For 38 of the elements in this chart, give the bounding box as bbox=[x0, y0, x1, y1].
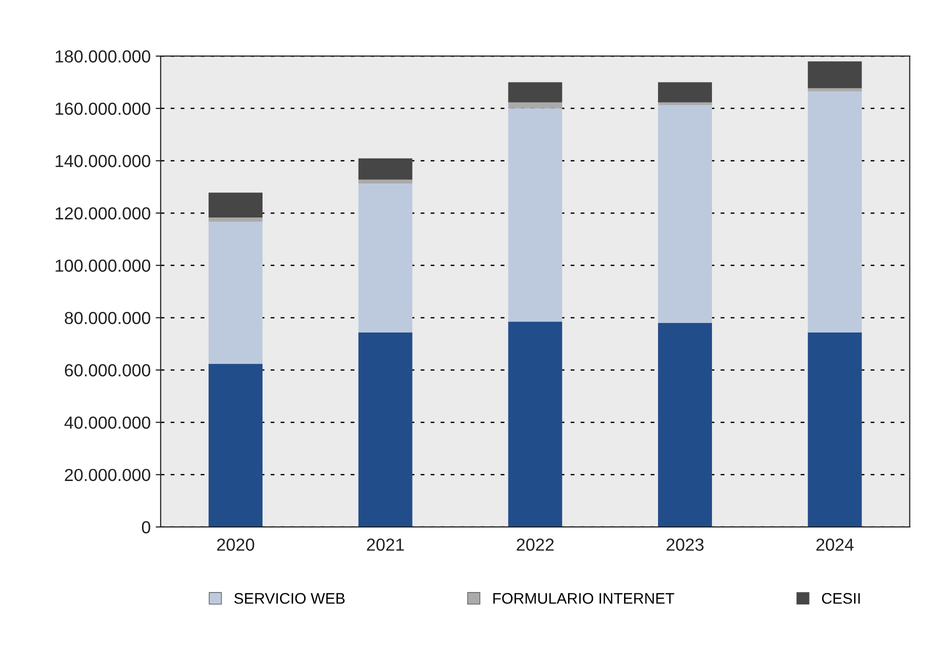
y-tick-label: 0 bbox=[142, 521, 150, 534]
y-tick-label: 160.000.000 bbox=[56, 102, 150, 115]
bar bbox=[808, 61, 862, 88]
y-tick-label: 120.000.000 bbox=[56, 207, 150, 220]
bar bbox=[358, 180, 412, 184]
y-tick-label: 40.000.000 bbox=[64, 416, 150, 429]
y-tick-label: 20.000.000 bbox=[64, 468, 150, 482]
bar bbox=[658, 105, 712, 323]
y-tick-label: 100.000.000 bbox=[56, 260, 150, 272]
bar bbox=[208, 218, 263, 222]
bar bbox=[808, 332, 862, 527]
y-tick-label: 180.000.000 bbox=[56, 50, 150, 63]
y-tick-label: 140.000.000 bbox=[56, 154, 150, 168]
x-tick-label: 2021 bbox=[366, 538, 404, 551]
legend-label: SERVICIO WEB bbox=[234, 592, 345, 604]
x-tick-label: 2020 bbox=[217, 538, 254, 551]
bar bbox=[508, 322, 562, 527]
bar bbox=[808, 91, 862, 332]
bar bbox=[208, 192, 263, 218]
x-tick-label: 2022 bbox=[516, 538, 554, 551]
bar bbox=[358, 332, 412, 527]
y-tick-label: 80.000.000 bbox=[64, 312, 150, 324]
x-tick-label: 2023 bbox=[666, 538, 704, 551]
bar bbox=[208, 364, 263, 527]
bar bbox=[508, 102, 562, 108]
bar bbox=[208, 222, 263, 364]
bar bbox=[658, 102, 712, 106]
x-tick-label: 2024 bbox=[816, 538, 854, 551]
y-tick-label: 60.000.000 bbox=[64, 364, 150, 376]
legend-label: FORMULARIO INTERNET bbox=[493, 592, 674, 604]
legend-label: CESII bbox=[822, 592, 860, 604]
bar bbox=[658, 82, 712, 102]
bar bbox=[508, 108, 562, 322]
bar bbox=[358, 158, 412, 180]
bar bbox=[658, 322, 712, 527]
bar bbox=[358, 184, 412, 332]
bar bbox=[508, 82, 562, 102]
bar bbox=[808, 88, 862, 92]
